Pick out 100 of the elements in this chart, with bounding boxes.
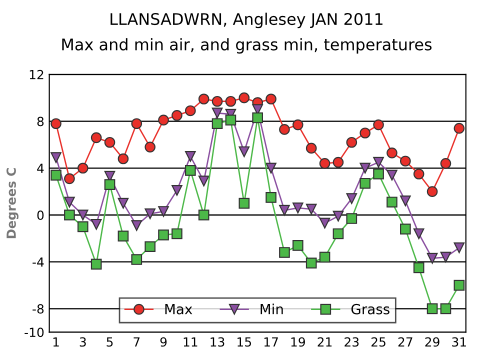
point bbox=[77, 221, 88, 232]
x-tick-label: 29 bbox=[425, 337, 440, 347]
point bbox=[440, 158, 452, 169]
point bbox=[131, 118, 142, 130]
point bbox=[346, 193, 358, 204]
point bbox=[118, 230, 129, 242]
point bbox=[360, 128, 371, 138]
point bbox=[90, 132, 102, 144]
point bbox=[440, 252, 452, 263]
point bbox=[77, 162, 88, 174]
x-tick-label: 25 bbox=[372, 337, 386, 347]
point bbox=[144, 142, 156, 152]
point bbox=[198, 176, 210, 186]
point bbox=[292, 202, 304, 214]
point bbox=[426, 252, 438, 264]
point bbox=[360, 178, 371, 189]
point bbox=[386, 170, 398, 181]
point bbox=[292, 240, 304, 251]
point bbox=[238, 146, 250, 158]
x-tick-label: 19 bbox=[291, 337, 305, 347]
x-tick-label: 23 bbox=[344, 337, 359, 347]
point bbox=[184, 165, 196, 176]
point bbox=[426, 186, 438, 197]
point bbox=[212, 96, 223, 107]
point bbox=[90, 218, 102, 230]
point bbox=[118, 198, 129, 209]
point bbox=[90, 258, 102, 270]
point bbox=[292, 119, 304, 130]
point bbox=[144, 208, 156, 220]
y-tick-label: 8 bbox=[37, 116, 44, 126]
point bbox=[306, 258, 317, 268]
point bbox=[332, 228, 344, 240]
point bbox=[158, 229, 169, 240]
point bbox=[440, 303, 452, 314]
point bbox=[104, 136, 116, 148]
point bbox=[413, 168, 424, 180]
point bbox=[266, 94, 276, 104]
point bbox=[50, 118, 62, 130]
x-tick-label: 5 bbox=[106, 337, 113, 347]
point bbox=[184, 105, 196, 116]
x-tick-label: 13 bbox=[210, 337, 224, 347]
point bbox=[64, 196, 75, 208]
x-tick-label: 7 bbox=[134, 337, 140, 347]
point bbox=[373, 119, 384, 130]
point bbox=[426, 303, 438, 314]
point bbox=[198, 94, 210, 104]
point bbox=[454, 122, 465, 134]
point bbox=[400, 156, 411, 167]
x-tick-label: 1 bbox=[53, 337, 59, 347]
point bbox=[454, 280, 465, 291]
point bbox=[198, 210, 210, 220]
chart-title: LLANSADWRN, Anglesey JAN 2011 bbox=[110, 12, 382, 28]
y-tick-label: 0 bbox=[37, 210, 44, 220]
point bbox=[360, 162, 371, 174]
point bbox=[266, 192, 276, 203]
point bbox=[172, 184, 182, 196]
y-tick-label: -8 bbox=[32, 304, 44, 314]
point bbox=[454, 242, 465, 254]
y-tick-label: -4 bbox=[32, 257, 44, 267]
x-tick-label: 27 bbox=[398, 337, 412, 347]
y-tick-label: -10 bbox=[24, 328, 44, 338]
y-tick-label: 12 bbox=[30, 70, 44, 80]
legend-label: Grass bbox=[351, 304, 390, 314]
point bbox=[252, 112, 264, 124]
point bbox=[172, 228, 182, 240]
point bbox=[266, 162, 276, 174]
point bbox=[319, 252, 330, 263]
point bbox=[373, 168, 384, 180]
point bbox=[319, 158, 330, 169]
point bbox=[158, 206, 169, 217]
point bbox=[332, 210, 344, 222]
point bbox=[77, 210, 88, 220]
point bbox=[279, 247, 290, 258]
point bbox=[118, 153, 129, 164]
x-tick-label: 15 bbox=[238, 337, 252, 347]
point bbox=[131, 220, 142, 231]
point bbox=[212, 118, 223, 130]
point bbox=[238, 92, 250, 104]
x-tick-label: 11 bbox=[184, 337, 198, 347]
point bbox=[158, 114, 169, 126]
point bbox=[50, 170, 62, 181]
chart-subtitle: Max and min air, and grass min, temperatures bbox=[62, 38, 432, 54]
point bbox=[50, 152, 62, 164]
point bbox=[279, 204, 290, 216]
x-tick-label: 21 bbox=[318, 337, 332, 347]
x-tick-label: 9 bbox=[160, 337, 167, 347]
y-axis-title: Degrees C bbox=[6, 168, 18, 238]
point bbox=[346, 136, 358, 148]
point bbox=[64, 210, 75, 220]
x-tick-label: 3 bbox=[80, 337, 86, 347]
x-tick-label: 31 bbox=[452, 337, 466, 347]
point bbox=[332, 156, 344, 168]
legend-label: Max bbox=[165, 304, 192, 314]
point bbox=[172, 110, 182, 121]
point bbox=[306, 142, 317, 154]
point bbox=[225, 114, 236, 126]
point bbox=[306, 204, 317, 215]
legend-label: Min bbox=[260, 304, 283, 314]
point bbox=[386, 196, 398, 208]
point bbox=[413, 262, 424, 274]
